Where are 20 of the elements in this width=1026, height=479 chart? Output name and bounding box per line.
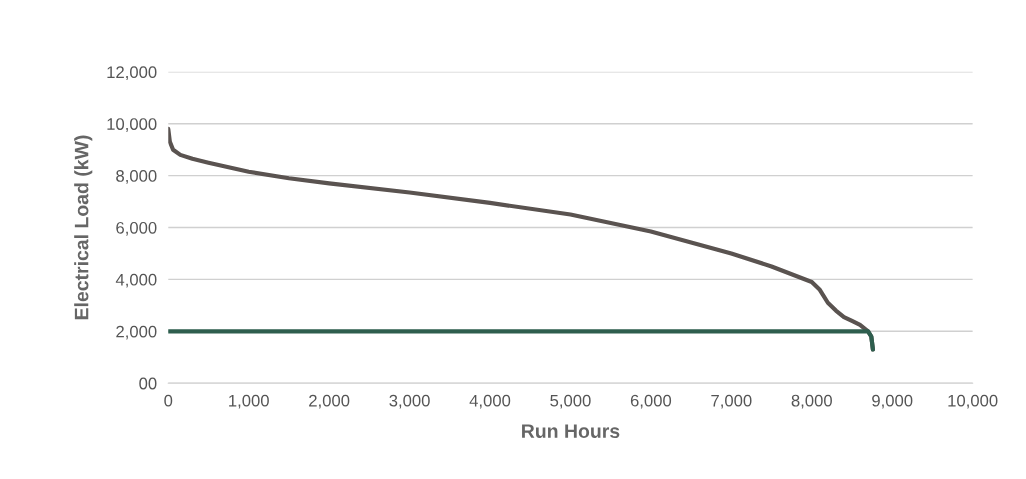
y-tick-label: 4,000 <box>115 273 157 288</box>
x-tick-label: 6,000 <box>630 394 672 409</box>
x-axis-title: Run Hours <box>522 424 620 439</box>
x-tick-label: 0 <box>164 394 173 407</box>
x-tick-label: 8,000 <box>791 394 832 409</box>
x-tick-label: 10,000 <box>948 394 998 409</box>
y-tick-label: 00 <box>139 377 157 390</box>
x-tick-label: 7,000 <box>711 394 752 409</box>
y-tick-label: 6,000 <box>116 221 157 236</box>
y-tick-label: 10,000 <box>107 118 157 132</box>
x-tick-label: 2,000 <box>309 394 350 409</box>
x-tick-label: 1,000 <box>229 394 269 409</box>
x-tick-label: 5,000 <box>550 394 591 409</box>
y-tick-label: 8,000 <box>116 170 157 184</box>
x-tick-label: 3,000 <box>389 394 430 409</box>
y-tick-label: 2,000 <box>116 325 157 340</box>
y-tick-label: 12,000 <box>107 66 157 81</box>
x-tick-label: 4,000 <box>469 394 511 409</box>
x-tick-label: 9,000 <box>872 394 913 409</box>
y-axis-title: Electrical Load (kW) <box>74 135 93 320</box>
